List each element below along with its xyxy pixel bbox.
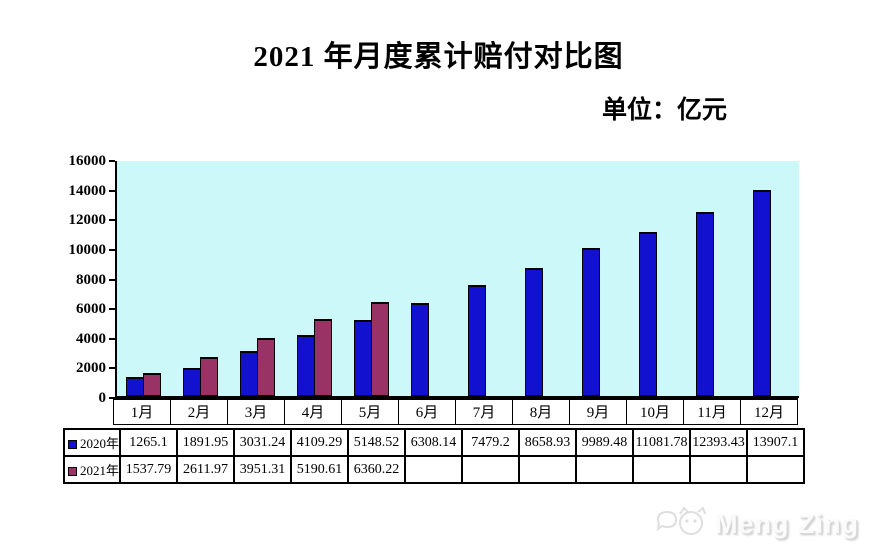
month-row: 1月 2月 3月 4月 5月 6月 7月 8月 9月 10月 11月 12月 (113, 398, 798, 425)
bar-2020年-11月 (696, 212, 714, 396)
table-row: 2020年 1265.1 1891.95 3031.24 4109.29 5148.52 6… (62, 428, 806, 457)
month-label: 4月 (284, 398, 342, 425)
table-cell (575, 455, 635, 484)
y-tick-label: 8000 (76, 271, 106, 288)
table-cell: 5148.52 (347, 428, 407, 457)
bar-2021年-5月 (371, 301, 389, 396)
y-tick-mark (109, 278, 115, 281)
month-label: 8月 (512, 398, 570, 425)
series-table: 2020年 1265.1 1891.95 3031.24 4109.29 5148.52 6… (62, 428, 806, 484)
month-label: 12月 (740, 398, 798, 425)
table-cell (746, 455, 806, 484)
y-tick-label: 14000 (68, 182, 107, 199)
bar-2021年-2月 (200, 357, 218, 396)
table-cell: 8658.93 (518, 428, 578, 457)
plot-area (115, 161, 799, 398)
table-row: 2021年 1537.79 2611.97 3951.31 5190.61 6360.22 (62, 455, 806, 484)
y-tick-mark (109, 160, 115, 162)
table-cell: 3031.24 (233, 428, 293, 457)
y-tick-label: 6000 (76, 301, 106, 318)
bar-2020年-7月 (468, 285, 486, 396)
y-tick-label: 4000 (76, 330, 106, 347)
table-cell (632, 455, 692, 484)
bar-2021年-4月 (314, 319, 332, 396)
table-cell: 6308.14 (404, 428, 464, 457)
y-tick-label: 12000 (68, 212, 107, 229)
bar-2020年-9月 (582, 248, 600, 396)
table-cell: 1265.1 (119, 428, 179, 457)
table-cell (689, 455, 749, 484)
y-tick-mark (109, 308, 115, 311)
y-tick-label: 0 (98, 390, 107, 406)
month-label: 6月 (398, 398, 456, 425)
y-tick-mark (109, 219, 115, 222)
bar-2020年-8月 (525, 267, 543, 396)
table-cell: 13907.1 (746, 428, 806, 457)
bar-2020年-5月 (354, 319, 372, 396)
bar-2020年-6月 (411, 302, 429, 396)
month-label: 2月 (170, 398, 228, 425)
table-cell: 11081.78 (632, 428, 692, 457)
table-cell: 2611.97 (176, 455, 236, 484)
month-label: 10月 (626, 398, 684, 425)
y-tick-label: 16000 (68, 153, 107, 169)
legend-swatch-icon (68, 467, 77, 476)
table-cell: 9989.48 (575, 428, 635, 457)
y-tick-mark (109, 397, 115, 399)
table-cell (461, 455, 521, 484)
watermark-text: Meng Zing (715, 509, 859, 539)
y-tick-mark (109, 189, 115, 192)
month-label: 11月 (683, 398, 741, 425)
legend-cell: 2020年 (62, 428, 122, 457)
bar-2021年-3月 (257, 337, 275, 396)
month-label: 1月 (113, 398, 171, 425)
y-tick-mark (109, 337, 115, 340)
table-cell: 7479.2 (461, 428, 521, 457)
bar-2020年-10月 (639, 231, 657, 396)
y-tick-label: 2000 (76, 360, 106, 377)
cat-face-icon (655, 504, 707, 545)
table-cell: 1537.79 (119, 455, 179, 484)
month-label: 5月 (341, 398, 399, 425)
table-cell: 1891.95 (176, 428, 236, 457)
bar-2020年-1月 (126, 377, 144, 396)
bar-2020年-12月 (753, 190, 771, 396)
y-tick-label: 10000 (68, 241, 107, 258)
bar-2020年-2月 (183, 368, 201, 396)
bar-2020年-4月 (297, 335, 315, 396)
table-cell (518, 455, 578, 484)
table-cell: 5190.61 (290, 455, 350, 484)
table-cell: 6360.22 (347, 455, 407, 484)
month-label: 9月 (569, 398, 627, 425)
table-cell (404, 455, 464, 484)
table-cell: 12393.43 (689, 428, 749, 457)
unit-label: 单位：亿元 (601, 97, 727, 124)
y-tick-mark (109, 248, 115, 251)
table-cell: 3951.31 (233, 455, 293, 484)
chart-title: 2021 年月度累计赔付对比图 (253, 41, 624, 73)
table-cell: 4109.29 (290, 428, 350, 457)
legend-swatch-icon (68, 440, 77, 449)
bar-2021年-1月 (143, 373, 161, 396)
watermark: Meng Zing (655, 504, 859, 545)
month-label: 3月 (227, 398, 285, 425)
legend-cell: 2021年 (62, 455, 122, 484)
y-tick-mark (109, 367, 115, 370)
bar-2020年-3月 (240, 351, 258, 396)
month-label: 7月 (455, 398, 513, 425)
